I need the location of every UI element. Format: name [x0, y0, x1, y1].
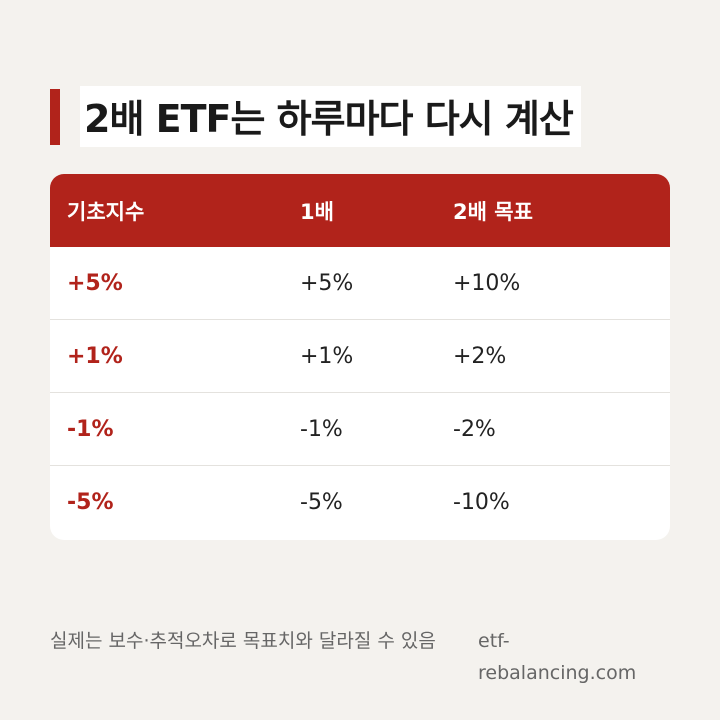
footnote: 실제는 보수·추적오차로 목표치와 달라질 수 있음	[50, 630, 436, 652]
two-x-target: -2%	[453, 416, 496, 442]
one-x-change: +5%	[300, 270, 354, 296]
source-url-line2: rebalancing.com	[478, 662, 637, 684]
comparison-table: 기초지수 1배 2배 목표 +5% +5% +10% +1% +1% +2% -…	[50, 174, 670, 540]
index-change: -5%	[67, 490, 114, 515]
index-change: +1%	[67, 343, 123, 369]
one-x-change: -5%	[300, 490, 343, 515]
header-1x: 1배	[300, 199, 334, 224]
table-row: +1% +1% +2%	[50, 320, 670, 393]
index-change: -1%	[67, 416, 114, 442]
table-row: -5% -5% -10%	[50, 466, 670, 539]
title-block: 2배 ETF는 하루마다 다시 계산	[50, 86, 581, 147]
two-x-target: +10%	[453, 270, 521, 296]
page-title: 2배 ETF는 하루마다 다시 계산	[80, 86, 581, 147]
one-x-change: +1%	[300, 343, 354, 369]
two-x-target: -10%	[453, 490, 510, 515]
one-x-change: -1%	[300, 416, 343, 442]
table-row: -1% -1% -2%	[50, 393, 670, 466]
header-2x-target: 2배 목표	[453, 199, 533, 224]
table-row: +5% +5% +10%	[50, 247, 670, 320]
index-change: +5%	[67, 270, 123, 296]
header-index: 기초지수	[67, 199, 145, 224]
title-accent-bar	[50, 88, 60, 145]
table-header-row: 기초지수 1배 2배 목표	[50, 174, 670, 247]
two-x-target: +2%	[453, 343, 507, 369]
source-url: etf- rebalancing.com	[478, 625, 678, 689]
source-url-line1: etf-	[478, 630, 510, 652]
